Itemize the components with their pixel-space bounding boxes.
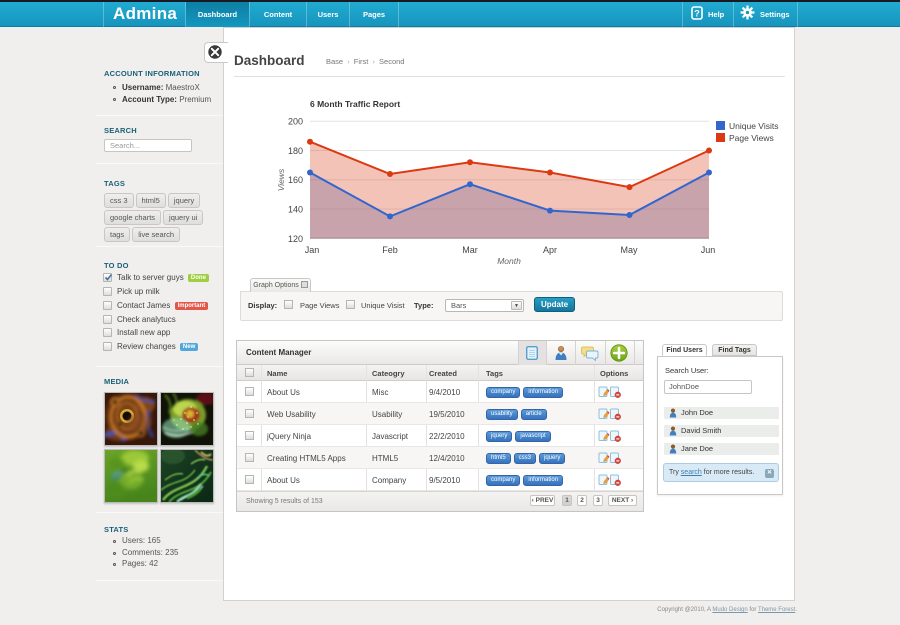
svg-text:120: 120 <box>288 234 303 244</box>
svg-text:Unique Visits: Unique Visits <box>729 121 778 131</box>
svg-text:200: 200 <box>288 117 303 127</box>
svg-text:180: 180 <box>288 146 303 156</box>
svg-text:160: 160 <box>288 175 303 185</box>
svg-text:6 Month Traffic Report: 6 Month Traffic Report <box>310 99 400 109</box>
svg-text:Month: Month <box>497 256 521 266</box>
svg-text:?: ? <box>694 9 700 19</box>
svg-text:May: May <box>620 245 638 255</box>
svg-text:Feb: Feb <box>382 245 398 255</box>
svg-text:140: 140 <box>288 205 303 215</box>
svg-text:Jun: Jun <box>701 245 716 255</box>
svg-text:Apr: Apr <box>543 245 557 255</box>
svg-text:Mar: Mar <box>462 245 478 255</box>
svg-text:Views: Views <box>276 168 286 191</box>
svg-text:Page Views: Page Views <box>729 133 774 143</box>
svg-text:Jan: Jan <box>305 245 320 255</box>
